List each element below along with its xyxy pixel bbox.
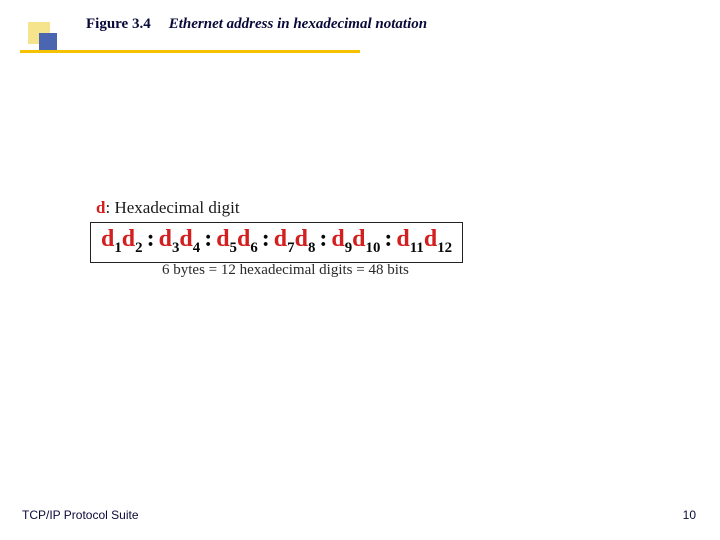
addr-sub-6a: 11 [410, 240, 424, 256]
addr-colon-3: : [258, 227, 274, 251]
addr-d7: d [274, 226, 287, 252]
addr-d8: d [295, 226, 308, 252]
addr-d5: d [216, 226, 229, 252]
addr-d3: d [159, 226, 172, 252]
addr-colon-1: : [143, 227, 159, 251]
footer-left: TCP/IP Protocol Suite [22, 508, 139, 522]
addr-d2: d [122, 226, 135, 252]
figure-caption: Ethernet address in hexadecimal notation [169, 16, 427, 33]
addr-d9: d [331, 226, 344, 252]
addr-sub-1b: 2 [135, 240, 142, 256]
addr-colon-5: : [380, 227, 396, 251]
addr-d11: d [396, 226, 409, 252]
figure-label: Figure 3.4 [86, 16, 151, 33]
bullet-icon-dark [39, 33, 57, 51]
title-row: Figure 3.4 Ethernet address in hexadecim… [86, 16, 427, 33]
legend: d: Hexadecimal digit [96, 198, 240, 218]
addr-d1: d [101, 226, 114, 252]
slide: Figure 3.4 Ethernet address in hexadecim… [0, 0, 720, 540]
addr-d6: d [237, 226, 250, 252]
addr-sub-3b: 6 [250, 240, 257, 256]
addr-sub-4b: 8 [308, 240, 315, 256]
addr-colon-4: : [315, 227, 331, 251]
page-number: 10 [683, 508, 696, 522]
addr-sub-1a: 1 [114, 240, 121, 256]
addr-sub-6b: 12 [437, 240, 452, 256]
addr-d10: d [352, 226, 365, 252]
addr-sub-3a: 5 [230, 240, 237, 256]
legend-text: Hexadecimal digit [110, 198, 239, 217]
title-underline [20, 50, 360, 53]
address-subtext: 6 bytes = 12 hexadecimal digits = 48 bit… [162, 262, 409, 279]
address-box: d1d2:d3d4:d5d6:d7d8:d9d10:d11d12 [90, 222, 463, 263]
addr-sub-2b: 4 [193, 240, 200, 256]
addr-d12: d [424, 226, 437, 252]
addr-sub-4a: 7 [287, 240, 294, 256]
addr-colon-2: : [200, 227, 216, 251]
addr-d4: d [179, 226, 192, 252]
addr-sub-5b: 10 [366, 240, 381, 256]
bullet-icon [28, 22, 50, 44]
